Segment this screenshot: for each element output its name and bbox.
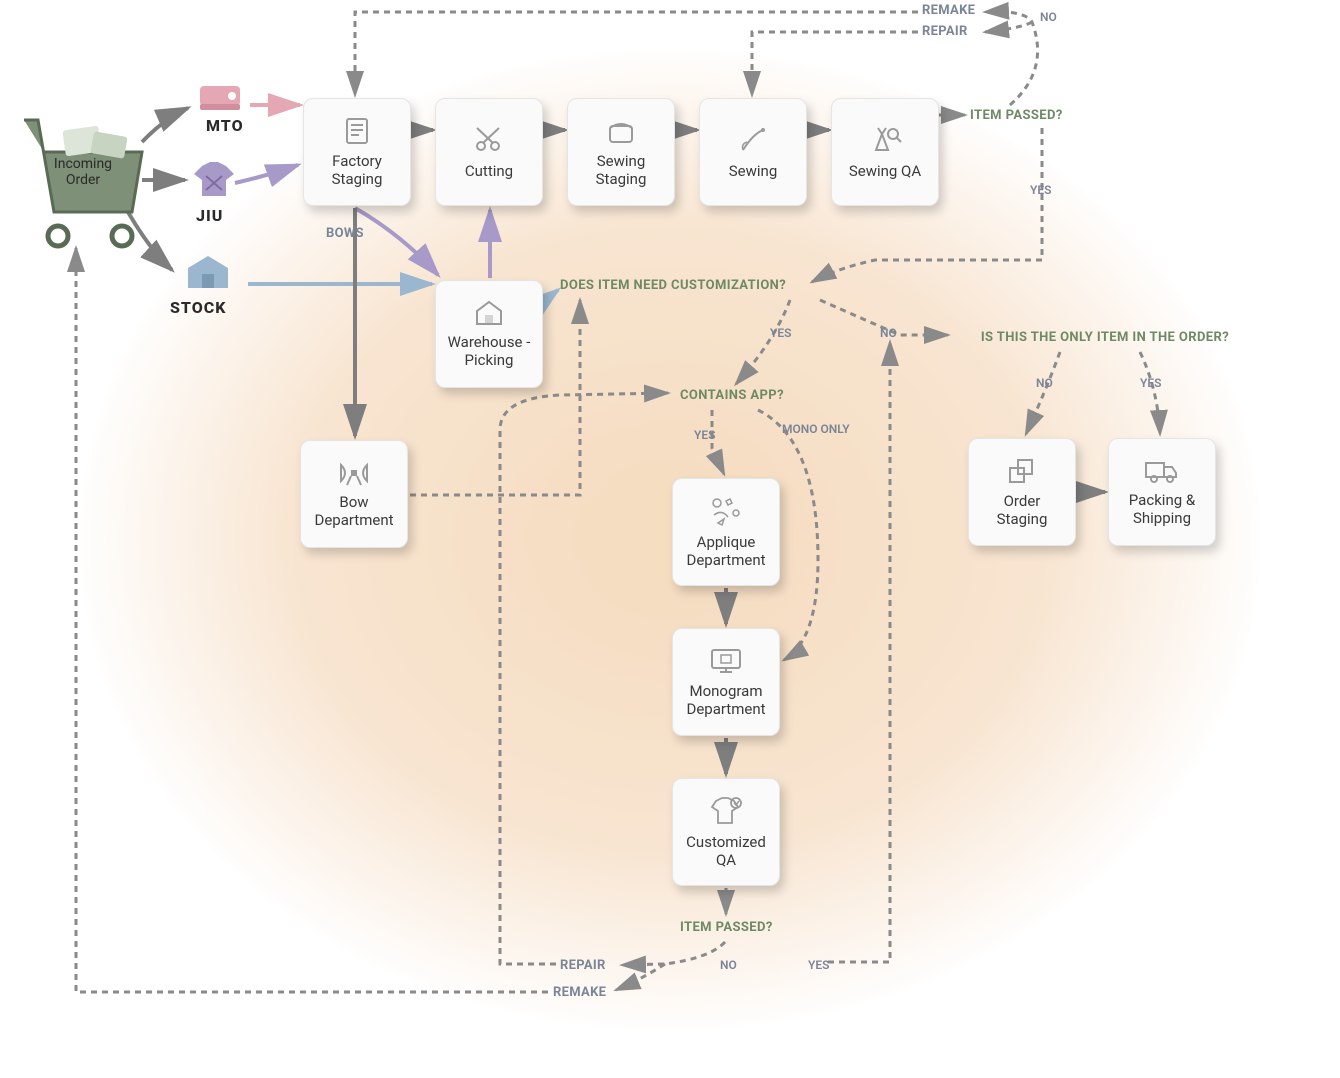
node-label: Applique Department — [681, 533, 771, 569]
node-label: Sewing QA — [849, 162, 921, 180]
stacked-boxes-icon — [1006, 456, 1038, 486]
decision-only-item: IS THIS THE ONLY ITEM IN THE ORDER? — [955, 330, 1255, 345]
branch-cust-yes: YES — [770, 326, 791, 340]
branch-repair-top: REPAIR — [922, 24, 968, 39]
node-customized-qa: Customized QA — [672, 778, 780, 886]
branch-bows: BOWS — [326, 226, 364, 241]
branch-no-top: NO — [1040, 10, 1057, 24]
branch-yes-sewqa: YES — [1030, 183, 1051, 197]
branch-remake-top: REMAKE — [922, 3, 975, 18]
node-label: Cutting — [465, 162, 513, 180]
warehouse-icon — [184, 252, 232, 292]
node-packing-shipping: Packing & Shipping — [1108, 438, 1216, 546]
order-type-mto: MTO — [206, 116, 244, 135]
order-type-stock: STOCK — [170, 298, 226, 317]
node-order-staging: Order Staging — [968, 438, 1076, 546]
node-bow-department: Bow Department — [300, 440, 408, 548]
shirt-check-icon — [708, 795, 744, 827]
monitor-icon — [709, 646, 743, 676]
node-monogram: Monogram Department — [672, 628, 780, 736]
node-label: Bow Department — [309, 493, 399, 529]
node-label: Sewing Staging — [576, 152, 666, 188]
node-label: Sewing — [729, 162, 778, 180]
node-cutting: Cutting — [435, 98, 543, 206]
dress-magnify-icon — [868, 124, 902, 156]
node-sewing-staging: Sewing Staging — [567, 98, 675, 206]
bow-icon — [337, 459, 371, 487]
node-label: Customized QA — [681, 833, 771, 869]
sewing-machine-icon — [196, 80, 244, 116]
applique-icon — [708, 495, 744, 527]
node-warehouse-picking: Warehouse - Picking — [435, 280, 543, 388]
node-label: Order Staging — [977, 492, 1067, 528]
decision-contains-app: CONTAINS APP? — [680, 388, 784, 403]
shirt-icon — [192, 160, 236, 200]
truck-icon — [1144, 457, 1180, 485]
branch-repair-bot: REPAIR — [560, 958, 606, 973]
order-type-jiu: JIU — [196, 206, 223, 225]
box-icon — [606, 116, 636, 146]
branch-cust-no: NO — [880, 326, 897, 340]
scissors-icon — [473, 124, 505, 156]
node-label: Factory Staging — [312, 152, 402, 188]
branch-remake-bot: REMAKE — [553, 985, 606, 1000]
node-sewing-qa: Sewing QA — [831, 98, 939, 206]
node-label: Monogram Department — [681, 682, 771, 718]
warehouse-small-icon — [474, 299, 504, 327]
incoming-order-label: Incoming Order — [38, 156, 128, 188]
node-label: Warehouse - Picking — [444, 333, 534, 369]
decision-need-customization: DOES ITEM NEED CUSTOMIZATION? — [560, 278, 786, 293]
branch-only-no: NO — [1036, 376, 1053, 390]
node-applique: Applique Department — [672, 478, 780, 586]
decision-item-passed-bottom: ITEM PASSED? — [680, 920, 773, 935]
branch-app-yes: YES — [694, 428, 715, 442]
branch-mono-only: MONO ONLY — [782, 422, 850, 436]
node-sewing: Sewing — [699, 98, 807, 206]
branch-only-yes: YES — [1140, 376, 1161, 390]
needle-icon — [737, 124, 769, 156]
branch-bot-yes: YES — [808, 958, 829, 972]
node-factory-staging: Factory Staging — [303, 98, 411, 206]
clipboard-icon — [342, 116, 372, 146]
branch-bot-no: NO — [720, 958, 737, 972]
decision-item-passed-top: ITEM PASSED? — [970, 108, 1063, 123]
node-label: Packing & Shipping — [1117, 491, 1207, 527]
